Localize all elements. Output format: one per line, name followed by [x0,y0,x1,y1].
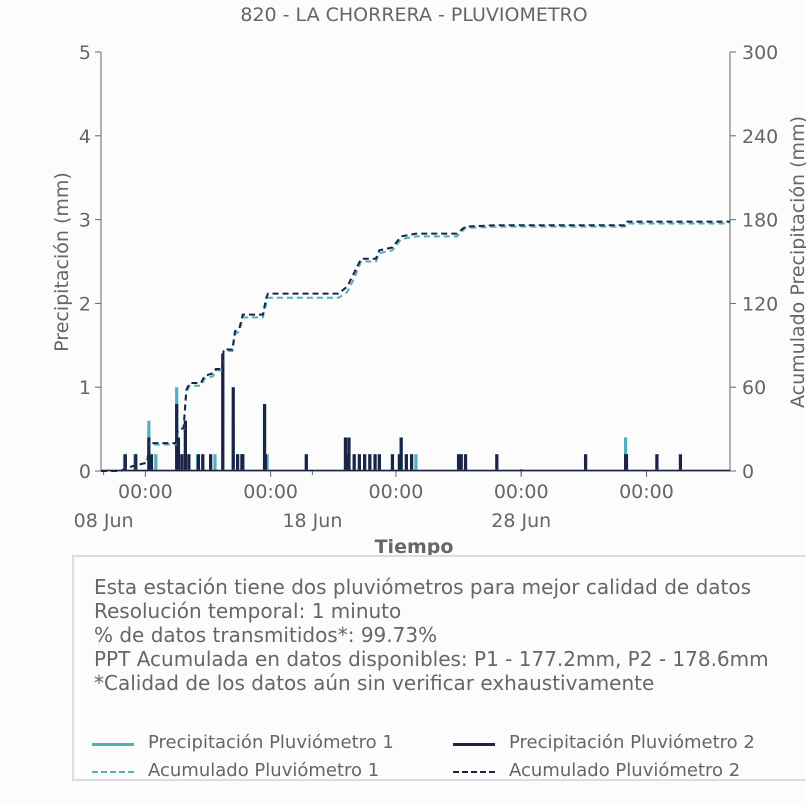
x-tick-label-date: 08 Jun [74,510,134,532]
series-2-bar [231,387,235,471]
series-2-bar [149,454,154,471]
series-2-bar [459,454,463,471]
series-2-bar [409,454,414,471]
series-2-bar [397,454,402,471]
series-2-bar [456,454,461,471]
x-tick-label-time: 00:00 [118,481,173,503]
series-2-bar [176,437,181,471]
info-line-accumulated: PPT Acumulada en datos disponibles: P1 -… [94,647,769,671]
info-line-resolution: Resolución temporal: 1 minuto [94,599,402,623]
series-2-bar [187,454,191,471]
series-4-cumulative-line [101,220,730,472]
info-line-stations: Esta estación tiene dos pluviómetros par… [94,575,752,599]
series-2-bar [678,454,683,471]
legend-precip-p2-label: Precipitación Pluviómetro 2 [509,732,755,753]
y-right-tick-label: 300 [742,42,778,64]
series-2-bar [123,454,127,471]
series-2-bar [463,454,468,471]
series-2-bar [357,454,361,471]
legend-cum-p1-label: Acumulado Pluviómetro 1 [148,760,380,781]
y-right-tick-label: 180 [742,210,778,232]
series-2-bar [352,454,356,471]
series-2-bar [404,454,408,471]
series-2-bar [147,437,151,471]
series-2-bar [583,454,588,471]
legend-precip-p1-label: Precipitación Pluviómetro 1 [148,732,394,753]
y-axis-left-label: Precipitación (mm) [51,172,73,352]
y-right-tick-label: 0 [742,461,754,483]
y-left-tick-label: 1 [79,377,91,399]
y-right-tick-label: 120 [742,293,778,315]
series-2-bar [368,454,372,471]
y-axis-right-label: Acumulado Precipitación (mm) [787,116,806,408]
series-2-bar [495,454,499,471]
series-2-bar [201,454,205,471]
series-1-bar [154,454,158,471]
series-2-bar [363,454,367,471]
x-tick-label-time: 00:00 [243,481,298,503]
series-2-bar [134,454,138,471]
y-left-tick-label: 3 [79,210,91,232]
info-box: Esta estación tiene dos pluviómetros par… [72,555,806,781]
series-2-bar [175,403,179,471]
series-2-bar [235,454,240,471]
series-2-bar [180,454,184,471]
series-2-bar [241,454,245,471]
x-axis-label: Tiempo [375,536,454,555]
series-3-cumulative-line [101,222,730,472]
legend-precip-p1-swatch [92,743,134,746]
series-1-bar [414,454,418,471]
x-tick-label-time: 00:00 [494,481,549,503]
x-tick-label-date: 18 Jun [282,510,342,532]
chart-title: 820 - LA CHORRERA - PLUVIOMETRO [240,4,587,26]
series-2-bar [373,454,377,471]
series-2-bar [655,454,659,471]
series-2-bar [263,454,268,471]
series-2-bar [196,454,201,471]
series-2-bar [262,403,267,471]
rainfall-chart: 820 - LA CHORRERA - PLUVIOMETRO Precipit… [51,4,806,555]
series-2-bar [343,437,348,471]
legend-cum-p2-swatch [453,771,495,773]
series-2-bar [304,454,308,471]
info-line-transmitted: % de datos transmitidos*: 99.73% [94,623,438,647]
x-tick-label-time: 00:00 [619,481,674,503]
series-2-bar [183,420,187,471]
y-left-tick-label: 0 [79,461,91,483]
x-tick-label-date: 28 Jun [491,510,551,532]
series-2-bar [221,353,225,471]
y-right-tick-label: 60 [742,377,766,399]
series-2-bar [377,454,381,471]
series-1-bar [265,454,269,471]
series-2-bar [399,437,403,471]
info-line-quality-note: *Calidad de los datos aún sin verificar … [94,671,655,695]
series-2-bar [390,454,395,471]
legend-cum-p2-label: Acumulado Pluviómetro 2 [509,760,741,781]
y-left-tick-label: 2 [79,293,91,315]
series-2-bar [624,454,629,471]
series-2-bar [345,454,349,471]
series-2-bar [347,437,351,471]
y-left-tick-label: 4 [79,126,91,148]
series-1-bar [213,454,217,471]
y-right-tick-label: 240 [742,126,778,148]
legend-precip-p2-swatch [453,743,495,746]
plot-area: 0 1 2 3 4 5 0 60 120 180 240 300 00:00 00:00 00:00 00:0… [74,42,779,532]
legend-cum-p1-swatch [92,771,134,773]
y-left-tick-label: 5 [79,42,91,64]
x-tick-label-time: 00:00 [369,481,424,503]
series-2-bar [209,454,213,471]
